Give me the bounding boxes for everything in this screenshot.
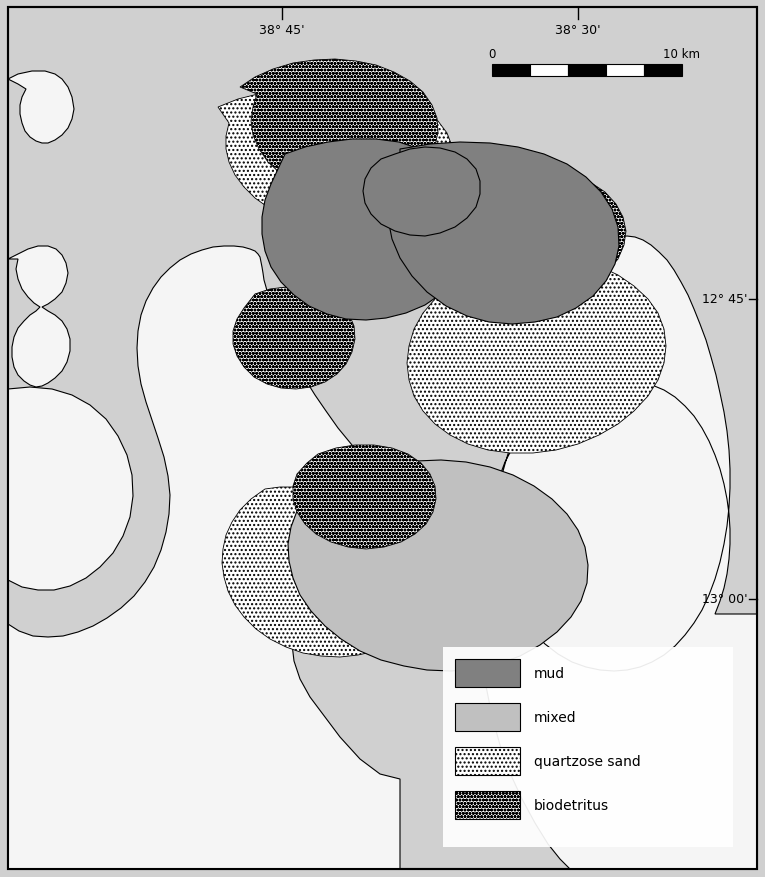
Text: mud: mud: [534, 667, 565, 681]
Polygon shape: [222, 488, 432, 657]
Bar: [455, 660, 520, 688]
Bar: [443, 647, 733, 847]
Bar: [568, 65, 606, 77]
Polygon shape: [363, 148, 480, 237]
Polygon shape: [407, 253, 666, 453]
Polygon shape: [8, 72, 74, 144]
Bar: [606, 65, 644, 77]
Bar: [492, 65, 530, 77]
Polygon shape: [293, 446, 436, 549]
Polygon shape: [8, 246, 400, 869]
Polygon shape: [233, 288, 355, 389]
Text: 13° 00': 13° 00': [702, 593, 748, 606]
Polygon shape: [480, 8, 757, 869]
Polygon shape: [240, 60, 438, 196]
Text: quartzose sand: quartzose sand: [534, 754, 641, 768]
Bar: [455, 747, 520, 775]
Polygon shape: [388, 143, 619, 324]
Polygon shape: [422, 168, 626, 300]
Bar: [644, 65, 682, 77]
Bar: [455, 791, 520, 819]
Text: biodetritus: biodetritus: [534, 798, 609, 812]
Polygon shape: [262, 139, 475, 321]
Bar: [530, 65, 568, 77]
Text: 38° 45': 38° 45': [259, 24, 304, 37]
Text: mixed: mixed: [534, 710, 577, 724]
Bar: [455, 703, 520, 731]
Polygon shape: [218, 88, 453, 228]
Polygon shape: [8, 246, 70, 388]
Polygon shape: [288, 460, 588, 671]
Text: 38° 30': 38° 30': [555, 24, 601, 37]
Text: 12° 45': 12° 45': [702, 293, 748, 306]
Text: 10 km: 10 km: [663, 48, 701, 61]
Text: 0: 0: [488, 48, 496, 61]
Bar: [484, 47, 690, 85]
